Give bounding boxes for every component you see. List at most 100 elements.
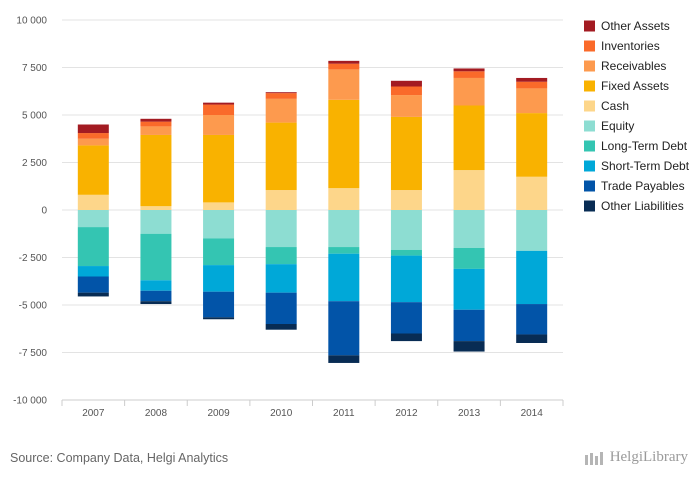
bar-segment (328, 60, 360, 64)
grid-lines (62, 19, 563, 401)
legend-item[interactable]: Fixed Assets (584, 79, 669, 93)
legend-swatch (584, 40, 595, 52)
legend-item[interactable]: Equity (584, 119, 634, 133)
bar-segment (77, 276, 109, 293)
bar-segment (390, 302, 422, 334)
y-tick-label: 7 500 (22, 63, 47, 74)
bar-segment (140, 118, 172, 122)
bar-segment (453, 68, 485, 72)
legend-swatch (584, 200, 595, 212)
bar-segment (390, 80, 422, 87)
bar-segment (77, 138, 109, 146)
bar-segment (453, 248, 485, 269)
legend-item[interactable]: Other Assets (584, 19, 670, 33)
bar-segment (453, 268, 485, 310)
legend-swatch (584, 180, 595, 192)
bar-segment (77, 227, 109, 267)
bar-segment (453, 71, 485, 78)
legend-label: Long-Term Debt (601, 139, 688, 153)
legend-item[interactable]: Long-Term Debt (584, 139, 688, 153)
legend-label: Receivables (601, 59, 666, 73)
x-tick-label: 2013 (458, 408, 481, 419)
bar-segment (140, 126, 172, 135)
bar-segment (265, 247, 297, 265)
legend-item[interactable]: Cash (584, 99, 629, 113)
bar-segment (516, 113, 548, 177)
legend-swatch (584, 60, 595, 72)
bar-segment (390, 255, 422, 303)
bar-segment (265, 122, 297, 191)
legend-item[interactable]: Trade Payables (584, 179, 685, 193)
bar-segment (140, 121, 172, 127)
bar-segment (453, 77, 485, 106)
legend-item[interactable]: Inventories (584, 39, 660, 53)
bar-segment (203, 265, 235, 292)
x-tick-label: 2009 (207, 408, 230, 419)
bar-segment (265, 292, 297, 324)
bar-segment (140, 134, 172, 207)
bar-segment (328, 301, 360, 356)
y-tick-label: 2 500 (22, 158, 47, 169)
y-tick-label: -10 000 (13, 396, 47, 407)
x-tick-label: 2012 (395, 408, 418, 419)
legend: Other Assets Inventories Receivables Fixed … (584, 19, 690, 213)
bar-segment (328, 253, 360, 302)
legend-swatch (584, 80, 595, 92)
legend-swatch (584, 20, 595, 32)
bar-segment (516, 77, 548, 82)
legend-item[interactable]: Short-Term Debt (584, 159, 690, 173)
bar-segment (77, 133, 109, 139)
legend-label: Other Assets (601, 19, 670, 33)
bar-segment (516, 304, 548, 335)
bar-segment (516, 88, 548, 114)
y-tick-label: -5 000 (19, 301, 48, 312)
bar-segment (140, 233, 172, 281)
x-tick-label: 2007 (82, 408, 105, 419)
bar-segment (203, 238, 235, 266)
bar-segment (77, 194, 109, 210)
legend-item[interactable]: Other Liabilities (584, 199, 684, 213)
bar-segment (77, 210, 109, 228)
legend-label: Other Liabilities (601, 199, 684, 213)
bar-segment (390, 95, 422, 117)
bar-segment (140, 210, 172, 234)
legend-label: Equity (601, 119, 634, 133)
bar-segment (265, 190, 297, 210)
brand-logo: HelgiLibrary (584, 449, 688, 466)
bar-segment (390, 190, 422, 210)
brand-name: HelgiLibrary (609, 449, 688, 465)
bar-segment (390, 210, 422, 250)
legend-label: Short-Term Debt (601, 159, 690, 173)
legend-label: Cash (601, 99, 629, 113)
bar-segment (390, 333, 422, 342)
bar-segment (328, 99, 360, 189)
y-tick-label: -7 500 (19, 348, 48, 359)
bar-segment (328, 210, 360, 248)
bar-segment (453, 210, 485, 248)
bar-segment (453, 170, 485, 210)
y-tick-label: 0 (41, 206, 47, 217)
bar-segment (203, 115, 235, 135)
legend-label: Trade Payables (601, 179, 685, 193)
legend-item[interactable]: Receivables (584, 59, 666, 73)
y-tick-label: -2 500 (19, 253, 48, 264)
bar-segment (140, 280, 172, 291)
bar-segment (516, 250, 548, 305)
bar-segment (516, 210, 548, 251)
bar-segment (203, 291, 235, 318)
library-columns-icon (584, 451, 603, 465)
bar-segment (265, 93, 297, 99)
bar-segment (203, 102, 235, 105)
bar-segment (77, 145, 109, 195)
bar-segment (203, 317, 235, 320)
x-tick-label: 2014 (521, 408, 544, 419)
bar-segment (328, 188, 360, 210)
bar-segment (77, 266, 109, 277)
legend-label: Inventories (601, 39, 660, 53)
x-tick-label: 2008 (145, 408, 168, 419)
bar-segment (328, 355, 360, 363)
bar-segment (265, 264, 297, 293)
bar-segment (453, 105, 485, 171)
legend-swatch (584, 120, 595, 132)
